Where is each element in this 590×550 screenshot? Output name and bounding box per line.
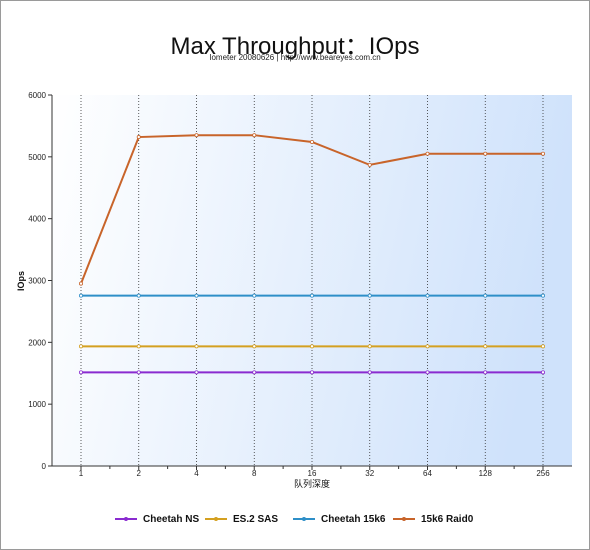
legend: Cheetah NS ES.2 SAS Cheetah 15k6 15k6 Raid0 [0, 512, 590, 526]
x-tick-label: 1 [79, 469, 84, 478]
legend-item: ES.2 SAS [205, 512, 278, 526]
data-point [425, 370, 430, 375]
x-tick-label: 16 [308, 469, 317, 478]
data-point [541, 370, 546, 375]
chart-title: Max Throughput：IOps [170, 33, 420, 60]
data-point [425, 293, 430, 298]
y-tick-label: 6000 [28, 91, 46, 100]
legend-item: Cheetah 15k6 [293, 512, 385, 526]
data-point [136, 370, 141, 375]
data-point [136, 135, 141, 140]
data-point [367, 370, 372, 375]
data-point [483, 151, 488, 156]
data-point [194, 293, 199, 298]
data-point [425, 344, 430, 349]
data-point [252, 293, 257, 298]
data-point [367, 344, 372, 349]
data-point [483, 344, 488, 349]
x-tick-label: 2 [137, 469, 142, 478]
y-tick-label: 0 [42, 462, 47, 471]
legend-label: Cheetah 15k6 [321, 513, 386, 525]
data-point [79, 293, 84, 298]
data-point [136, 293, 141, 298]
data-point [541, 293, 546, 298]
legend-label: 15k6 Raid0 [421, 513, 474, 525]
chart-subtitle: Iometer 20080626 | http://www.beareyes.c… [209, 53, 381, 62]
y-tick-label: 2000 [28, 338, 46, 347]
data-point [483, 370, 488, 375]
data-point [541, 151, 546, 156]
data-point [194, 344, 199, 349]
data-point [309, 139, 314, 144]
data-point [136, 344, 141, 349]
data-point [425, 151, 430, 156]
data-point [541, 344, 546, 349]
data-point [252, 344, 257, 349]
x-tick-label: 256 [536, 469, 550, 478]
y-tick-label: 4000 [28, 215, 46, 224]
legend-item: 15k6 Raid0 [393, 512, 473, 526]
x-tick-label: 64 [423, 469, 432, 478]
y-tick-label: 5000 [28, 153, 46, 162]
data-point [309, 344, 314, 349]
data-point [309, 293, 314, 298]
x-tick-label: 4 [194, 469, 199, 478]
x-tick-label: 128 [479, 469, 493, 478]
legend-swatch [393, 517, 415, 521]
y-tick-label: 1000 [28, 400, 46, 409]
data-point [367, 162, 372, 167]
legend-swatch [115, 517, 137, 521]
x-tick-label: 8 [252, 469, 257, 478]
legend-swatch [293, 517, 315, 521]
legend-swatch [205, 517, 227, 521]
y-tick-label: 3000 [28, 277, 46, 286]
data-point [194, 370, 199, 375]
x-axis-label: 队列深度 [294, 478, 330, 490]
data-point [252, 370, 257, 375]
data-point [367, 293, 372, 298]
x-tick-label: 32 [365, 469, 374, 478]
legend-item: Cheetah NS [115, 512, 199, 526]
data-point [194, 133, 199, 138]
data-point [79, 370, 84, 375]
y-axis-label: IOps [16, 271, 26, 291]
data-point [309, 370, 314, 375]
data-point [79, 344, 84, 349]
data-point [79, 281, 84, 286]
data-point [252, 133, 257, 138]
legend-label: ES.2 SAS [233, 513, 279, 525]
data-point [483, 293, 488, 298]
legend-label: Cheetah NS [143, 513, 200, 525]
